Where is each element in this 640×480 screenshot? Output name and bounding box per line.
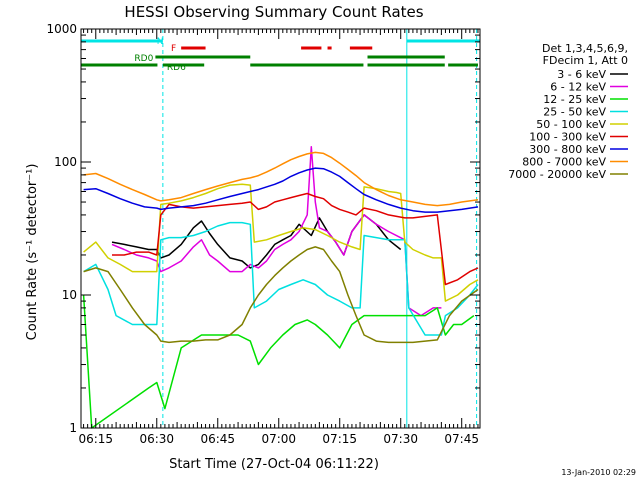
plot-frame bbox=[80, 28, 481, 429]
legend-label-1: 6 - 12 keV bbox=[550, 81, 606, 94]
legend-label-0: 3 - 6 keV bbox=[557, 68, 606, 81]
series-line-1 bbox=[111, 146, 442, 317]
flag-label-rd0: RD0 bbox=[134, 54, 153, 64]
x-axis-label: Start Time (27-Oct-04 06:11:22) bbox=[169, 457, 379, 472]
y-tick-label-2: 100 bbox=[54, 155, 77, 169]
x-tick-label-2: 06:45 bbox=[200, 432, 235, 446]
vlines-layer bbox=[162, 29, 478, 428]
flags-layer: NF RD0 RD6 bbox=[81, 37, 480, 73]
flag-label-n: N bbox=[157, 37, 164, 47]
series-line-3 bbox=[83, 221, 479, 336]
legend-label-3: 25 - 50 keV bbox=[543, 106, 606, 119]
y-tick-label-0: 1 bbox=[69, 421, 77, 435]
chart-title: HESSI Observing Summary Count Rates bbox=[124, 3, 423, 21]
x-tick-label-5: 07:30 bbox=[383, 432, 418, 446]
series-line-2 bbox=[82, 294, 475, 429]
series-line-7 bbox=[83, 151, 479, 207]
series-line-8 bbox=[83, 246, 479, 344]
legend-label-6: 300 - 800 keV bbox=[529, 143, 606, 156]
legend-label-7: 800 - 7000 keV bbox=[522, 156, 606, 169]
legend-header-line-2: FDecim 1, Att 0 bbox=[543, 54, 628, 67]
series-line-6 bbox=[83, 167, 479, 213]
axes-layer: 06:15 06:30 06:45 07:00 07:15 07:30 07:45 1 10 10… bbox=[46, 22, 480, 446]
legend-label-8: 7000 - 20000 keV bbox=[508, 168, 606, 181]
y-tick-label-1: 10 bbox=[62, 288, 77, 302]
x-tick-label-0: 06:15 bbox=[78, 432, 113, 446]
x-tick-label-6: 07:45 bbox=[444, 432, 479, 446]
flag-label-f: F bbox=[171, 44, 176, 54]
legend-label-4: 50 - 100 keV bbox=[536, 118, 606, 131]
y-axis-label: Count Rate (s⁻¹ detector⁻¹) bbox=[25, 164, 40, 341]
legend-label-5: 100 - 300 keV bbox=[529, 131, 606, 144]
timestamp-label: 13-Jan-2010 02:29 bbox=[561, 468, 636, 477]
flag-label-rd6: RD6 bbox=[167, 63, 186, 73]
x-tick-label-4: 07:15 bbox=[322, 432, 357, 446]
x-tick-label-1: 06:30 bbox=[139, 432, 174, 446]
x-tick-label-3: 07:00 bbox=[261, 432, 296, 446]
legend-label-2: 12 - 25 keV bbox=[543, 93, 606, 106]
y-tick-label-3: 1000 bbox=[46, 22, 77, 36]
series-layer bbox=[82, 146, 479, 429]
series-line-5 bbox=[112, 192, 479, 286]
legend-header-line-1: Det 1,3,4,5,6,9, bbox=[542, 42, 628, 55]
legend: Det 1,3,4,5,6,9, FDecim 1, Att 0 3 - 6 k… bbox=[508, 42, 628, 181]
